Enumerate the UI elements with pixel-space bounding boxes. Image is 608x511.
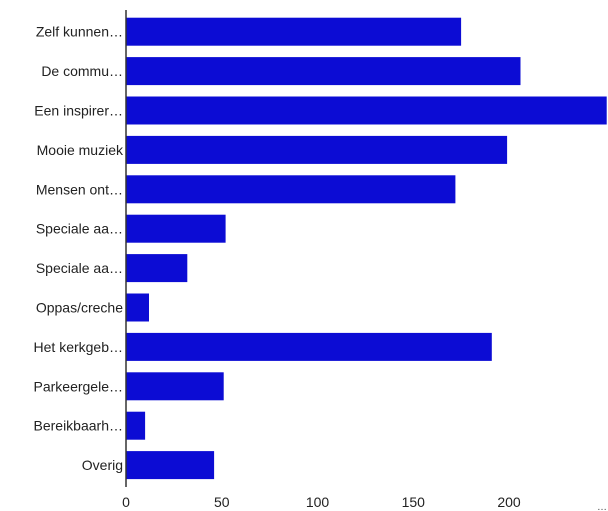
axis-overflow-marker: … [597, 502, 607, 511]
category-labels-group: Zelf kunnen… De commu… Een inspirer… Mooie … [34, 24, 124, 473]
category-label-1: Zelf kunnen… [36, 24, 123, 40]
x-tick-label-150: 150 [402, 494, 426, 510]
bar-8 [126, 293, 149, 322]
category-label-8: Oppas/creche [36, 300, 123, 316]
category-label-10: Parkeergele… [34, 378, 124, 394]
bars-group [126, 17, 607, 480]
x-tick-label-100: 100 [306, 494, 330, 510]
bar-4 [126, 135, 508, 164]
x-tick-label-200: 200 [497, 494, 521, 510]
category-label-6: Speciale aa… [36, 221, 123, 237]
bar-6 [126, 214, 226, 243]
bar-3 [126, 96, 607, 125]
x-tick-label-0: 0 [122, 494, 130, 510]
bar-5 [126, 175, 456, 204]
category-label-4: Mooie muziek [37, 142, 124, 158]
bar-10 [126, 372, 224, 401]
bar-2 [126, 57, 521, 86]
category-label-12: Overig [82, 457, 123, 473]
x-tick-label-50: 50 [214, 494, 230, 510]
category-label-5: Mensen ont… [36, 181, 123, 197]
x-tick-labels-group: 0 50 100 150 200 [122, 494, 521, 510]
bar-9 [126, 332, 492, 361]
bar-1 [126, 17, 462, 46]
category-label-9: Het kerkgeb… [34, 339, 123, 355]
bar-11 [126, 411, 146, 440]
bar-12 [126, 451, 215, 480]
category-label-11: Bereikbaarh… [34, 418, 124, 434]
bar-7 [126, 254, 188, 283]
category-label-2: De commu… [41, 63, 123, 79]
category-label-7: Speciale aa… [36, 260, 123, 276]
category-label-3: Een inspirer… [34, 103, 123, 119]
